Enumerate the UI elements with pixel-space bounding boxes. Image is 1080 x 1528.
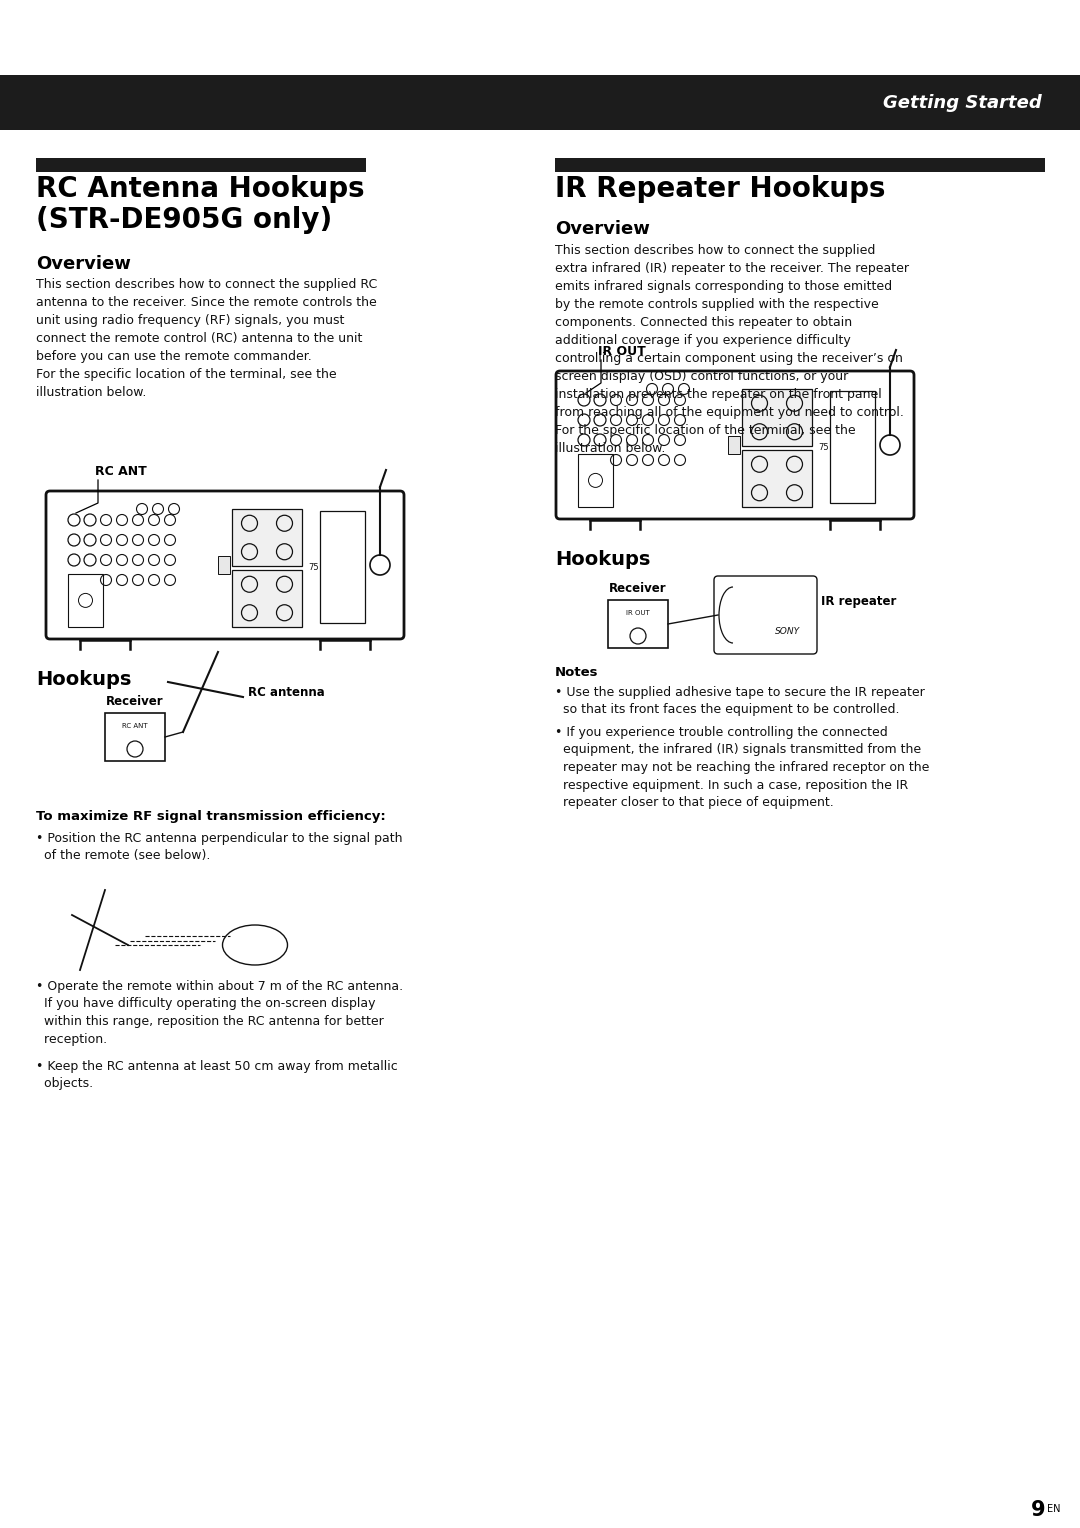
Bar (320, 510, 365, 623)
Text: This section describes how to connect the supplied
extra infrared (IR) repeater : This section describes how to connect th… (555, 244, 909, 455)
Text: IR Repeater Hookups: IR Repeater Hookups (555, 176, 886, 203)
Text: • Keep the RC antenna at least 50 cm away from metallic
  objects.: • Keep the RC antenna at least 50 cm awa… (36, 1060, 397, 1091)
Text: Overview: Overview (36, 255, 131, 274)
Bar (232, 570, 302, 626)
Text: • Operate the remote within about 7 m of the RC antenna.
  If you have difficult: • Operate the remote within about 7 m of… (36, 979, 403, 1045)
Text: IR OUT: IR OUT (598, 345, 646, 358)
Bar (555, 157, 1045, 173)
FancyBboxPatch shape (46, 490, 404, 639)
Bar (608, 601, 669, 648)
Text: Hookups: Hookups (555, 550, 650, 568)
Text: 75: 75 (818, 443, 828, 452)
Bar (68, 575, 103, 626)
Text: 75: 75 (308, 564, 319, 573)
Text: Overview: Overview (555, 220, 650, 238)
Text: To maximize RF signal transmission efficiency:: To maximize RF signal transmission effic… (36, 810, 386, 824)
Text: IR OUT: IR OUT (626, 610, 650, 616)
Bar (105, 714, 165, 761)
Text: Receiver: Receiver (609, 582, 666, 594)
Text: Receiver: Receiver (106, 695, 164, 707)
Text: RC ANT: RC ANT (95, 465, 147, 478)
Bar (742, 390, 812, 446)
Bar (0, 75, 1080, 130)
Bar (36, 157, 366, 173)
Bar (742, 451, 812, 507)
FancyBboxPatch shape (556, 371, 914, 520)
Text: 9: 9 (1030, 1500, 1045, 1520)
Bar (218, 556, 230, 575)
Bar (829, 391, 875, 503)
Text: SONY: SONY (775, 626, 800, 636)
Bar (728, 435, 740, 454)
Text: IR repeater: IR repeater (821, 594, 896, 608)
Text: RC antenna: RC antenna (248, 686, 325, 698)
Text: RC Antenna Hookups
(STR-DE905G only): RC Antenna Hookups (STR-DE905G only) (36, 176, 365, 234)
Text: Notes: Notes (555, 666, 598, 678)
Text: • Use the supplied adhesive tape to secure the IR repeater
  so that its front f: • Use the supplied adhesive tape to secu… (555, 686, 924, 717)
Bar (232, 509, 302, 565)
Text: EN: EN (1047, 1504, 1061, 1514)
FancyBboxPatch shape (714, 576, 816, 654)
Text: Hookups: Hookups (36, 669, 132, 689)
Text: • If you experience trouble controlling the connected
  equipment, the infrared : • If you experience trouble controlling … (555, 726, 930, 808)
Text: Getting Started: Getting Started (883, 93, 1042, 112)
Text: This section describes how to connect the supplied RC
antenna to the receiver. S: This section describes how to connect th… (36, 278, 377, 399)
Bar (578, 454, 613, 507)
Text: • Position the RC antenna perpendicular to the signal path
  of the remote (see : • Position the RC antenna perpendicular … (36, 833, 403, 862)
Text: RC ANT: RC ANT (122, 723, 148, 729)
